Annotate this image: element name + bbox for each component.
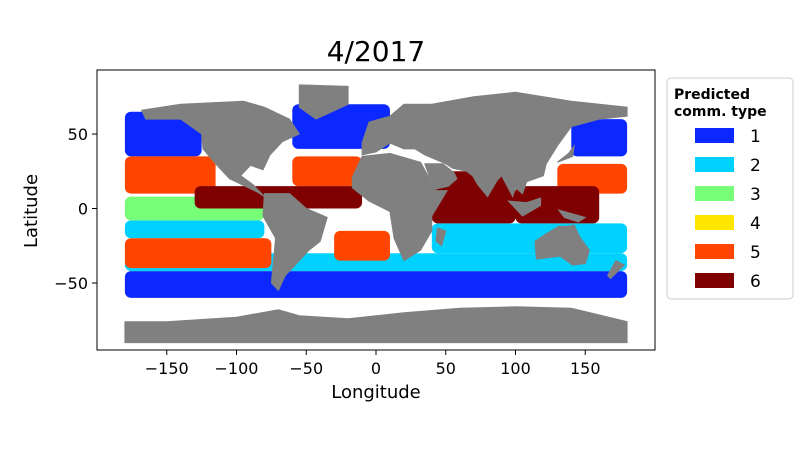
prediction-region-type-1 (124, 271, 628, 298)
legend-label-4: 4 (750, 214, 761, 234)
land-north-america (140, 100, 301, 198)
land-india (470, 172, 503, 198)
x-tick-label: 150 (570, 359, 601, 378)
prediction-region-type-6 (515, 186, 600, 224)
legend: Predicted comm. type 1 2 3 4 5 6 (666, 77, 794, 300)
y-axis-label: Latitude (21, 174, 42, 248)
land-mass-layer (124, 84, 628, 344)
land-arabia (424, 163, 458, 190)
land-japan (556, 144, 575, 163)
x-tick-label: −50 (289, 359, 323, 378)
legend-swatch-4 (695, 215, 734, 230)
map-plot-area (124, 84, 628, 344)
legend-label-5: 5 (750, 243, 761, 263)
x-tick-label: −150 (145, 359, 189, 378)
x-tick-label: −100 (215, 359, 259, 378)
x-tick-label: 100 (500, 359, 531, 378)
legend-swatch-6 (695, 273, 734, 288)
x-tick-label: 50 (436, 359, 456, 378)
y-tick-label: 50 (68, 125, 88, 144)
land-africa (351, 152, 448, 262)
chart-title: 4/2017 (327, 35, 426, 68)
legend-swatch-2 (695, 157, 734, 172)
x-tick-label: 0 (371, 359, 381, 378)
prediction-region-type-5 (124, 156, 216, 194)
y-tick-label: 0 (78, 200, 88, 219)
legend-swatch-5 (695, 244, 734, 259)
land-greenland (298, 84, 349, 120)
legend-label-1: 1 (750, 127, 761, 147)
land-antarctica (124, 306, 628, 344)
legend-title-line-1: Predicted (674, 87, 750, 103)
land-south-america (262, 193, 328, 292)
legend-swatch-1 (695, 128, 734, 143)
prediction-region-type-5 (124, 238, 272, 269)
prediction-region-type-5 (292, 156, 363, 187)
land-eurasia (361, 91, 628, 198)
land-madagascar (435, 227, 447, 247)
land-new-guinea (557, 209, 587, 223)
y-tick-label: −50 (54, 274, 88, 293)
legend-label-2: 2 (750, 156, 761, 176)
prediction-region-type-2 (124, 220, 265, 239)
y-axis-ticks: 50 0 −50 (54, 125, 97, 293)
prediction-region-type-1 (124, 111, 202, 157)
land-borneo-sumatra (507, 197, 542, 217)
prediction-region-type-5 (334, 230, 390, 261)
land-new-zealand (606, 259, 626, 280)
prediction-region-type-1 (571, 119, 628, 157)
legend-label-6: 6 (750, 272, 761, 292)
ocean-prediction-layer (124, 104, 628, 298)
prediction-region-type-2 (431, 223, 628, 254)
legend-title-line-2: comm. type (674, 104, 767, 120)
legend-swatch-3 (695, 186, 734, 201)
x-axis-ticks: −150 −100 −50 0 50 100 150 (145, 350, 601, 378)
legend-label-3: 3 (750, 185, 761, 205)
x-axis-label: Longitude (331, 382, 421, 403)
legend-items: 1 2 3 4 5 6 (695, 127, 761, 292)
land-australia (534, 224, 590, 266)
